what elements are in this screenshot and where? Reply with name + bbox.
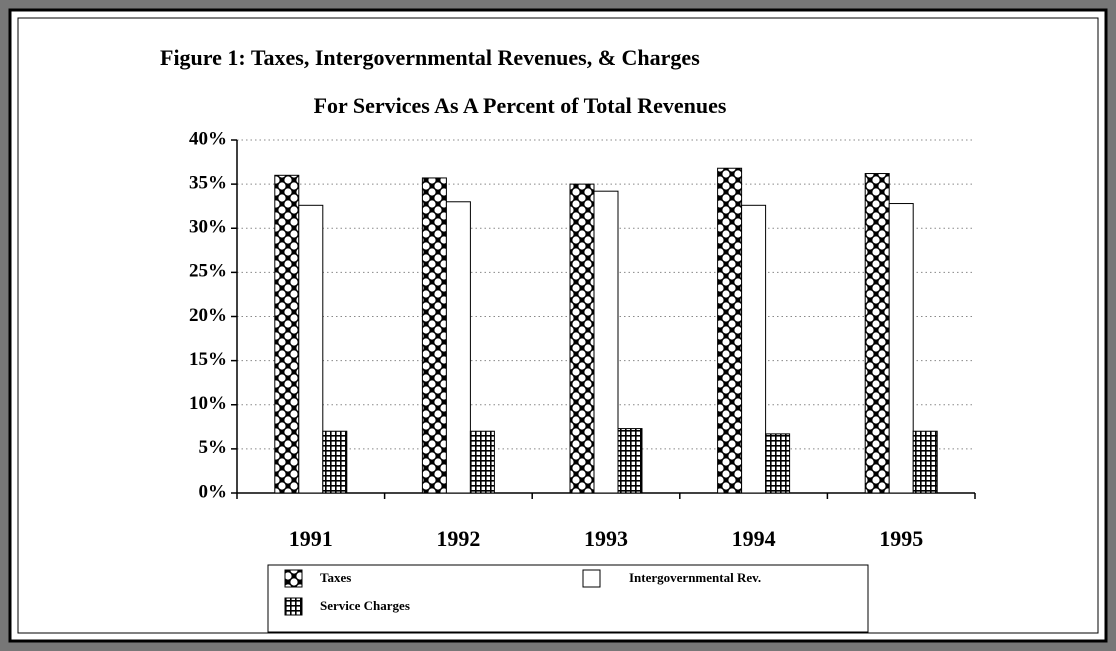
frame xyxy=(8,8,1108,643)
bar xyxy=(445,201,471,494)
bar xyxy=(593,190,619,494)
x-tick-label: 1994 xyxy=(732,526,776,551)
bar xyxy=(298,204,324,494)
y-tick-label: 40% xyxy=(189,128,227,149)
bar xyxy=(569,183,595,494)
bar xyxy=(912,430,938,494)
bar xyxy=(322,430,348,494)
bar xyxy=(469,430,495,494)
legend-label: Intergovernmental Rev. xyxy=(629,570,761,585)
legend-box xyxy=(267,564,869,633)
y-tick-label: 10% xyxy=(189,393,227,414)
y-tick-label: 30% xyxy=(189,217,227,238)
y-tick-label: 0% xyxy=(199,481,228,502)
bar xyxy=(617,428,643,494)
x-tick-label: 1992 xyxy=(436,526,480,551)
legend-swatch xyxy=(284,597,303,616)
y-tick-label: 15% xyxy=(189,349,227,370)
bar xyxy=(274,174,300,494)
y-tick-label: 20% xyxy=(189,305,227,326)
bar xyxy=(864,173,890,494)
legend-label: Service Charges xyxy=(320,598,410,613)
bar xyxy=(765,433,791,494)
x-tick-label: 1995 xyxy=(879,526,923,551)
x-tick-label: 1991 xyxy=(289,526,333,551)
bar xyxy=(741,204,767,494)
chart-title: Figure 1: Taxes, Intergovernmental Reven… xyxy=(160,45,700,70)
x-tick-label: 1993 xyxy=(584,526,628,551)
inner-frame xyxy=(17,17,1099,634)
legend-label: Taxes xyxy=(320,570,351,585)
bar xyxy=(888,203,914,494)
chart-subtitle: For Services As A Percent of Total Reven… xyxy=(314,93,727,118)
bar xyxy=(421,177,447,494)
legend-swatch xyxy=(284,569,303,588)
legend-swatch xyxy=(582,569,601,588)
y-tick-label: 35% xyxy=(189,172,227,193)
bar xyxy=(717,167,743,494)
y-tick-label: 25% xyxy=(189,261,227,282)
y-tick-label: 5% xyxy=(199,437,228,458)
